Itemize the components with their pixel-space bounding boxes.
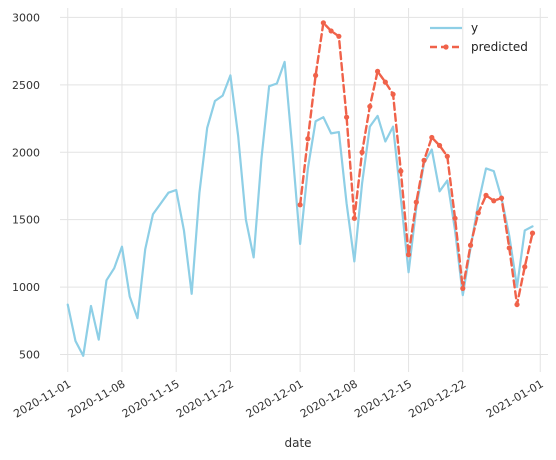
legend-marker-predicted [443, 44, 449, 50]
data-point-predicted [436, 142, 443, 149]
data-point-predicted [429, 134, 435, 141]
x-axis-title: date [284, 436, 311, 450]
data-point-predicted [351, 215, 357, 221]
data-point-predicted [328, 28, 334, 34]
data-point-predicted [514, 301, 520, 308]
data-point-predicted [405, 252, 412, 258]
x-tick-label: 2020-12-15 [352, 377, 414, 420]
data-point-predicted [305, 136, 311, 142]
data-point-predicted [522, 264, 528, 270]
data-point-predicted [483, 192, 489, 198]
y-tick-label: 500 [19, 348, 40, 361]
x-tick-label: 2020-11-08 [66, 377, 128, 420]
data-point-predicted [444, 153, 450, 159]
legend-label-y: y [471, 21, 478, 35]
x-tick-label: 2020-12-22 [406, 377, 468, 420]
x-tick-label: 2020-11-22 [174, 377, 236, 420]
grid [60, 8, 548, 372]
series-line-predicted [298, 21, 534, 306]
data-point-predicted [320, 20, 326, 26]
data-point-predicted [491, 198, 497, 204]
legend-label-predicted: predicted [471, 40, 528, 54]
data-point-predicted [529, 230, 536, 236]
data-point-predicted [297, 202, 303, 208]
x-tick-label: 2020-11-01 [11, 377, 73, 420]
series-layer [66, 20, 536, 357]
data-point-predicted [336, 33, 342, 39]
data-point-predicted [498, 195, 505, 201]
x-axis: 2020-11-012020-11-082020-11-152020-11-22… [11, 377, 545, 420]
data-point-predicted [344, 114, 350, 120]
data-point-predicted [382, 79, 388, 85]
data-point-predicted [398, 168, 404, 174]
x-tick-label: 2020-12-08 [298, 377, 360, 420]
data-point-predicted [421, 157, 427, 163]
legend: y predicted [430, 21, 528, 54]
data-point-predicted [467, 242, 474, 248]
data-point-predicted [475, 210, 481, 216]
data-point-predicted [313, 72, 319, 79]
y-tick-label: 3000 [12, 11, 40, 24]
data-point-predicted [413, 199, 419, 205]
x-tick-label: 2020-11-15 [120, 377, 182, 420]
data-point-predicted [506, 245, 512, 251]
data-point-predicted [452, 215, 458, 221]
x-tick-label: 2021-01-01 [484, 377, 546, 420]
series-line-y [66, 60, 534, 357]
y-tick-label: 1000 [12, 281, 40, 294]
y-axis: 500 1000 1500 2000 2500 3000 [12, 11, 40, 361]
data-point-predicted [374, 68, 381, 74]
data-point-predicted [367, 103, 373, 110]
data-point-predicted [359, 149, 365, 155]
y-tick-label: 2500 [12, 79, 40, 92]
data-point-predicted [390, 91, 396, 97]
x-tick-label: 2020-12-01 [244, 377, 306, 420]
data-point-predicted [460, 285, 466, 292]
y-tick-label: 1500 [12, 214, 40, 227]
y-tick-label: 2000 [12, 146, 40, 159]
